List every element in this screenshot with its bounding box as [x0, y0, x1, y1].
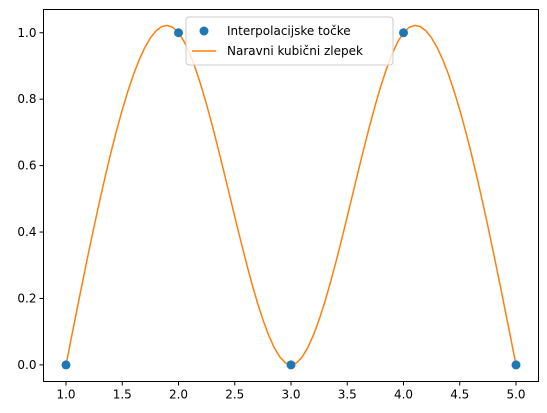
y-tick-label: 0.8 — [17, 92, 36, 106]
x-tick-label: 2.5 — [225, 388, 244, 402]
y-axis: 0.0 0.2 0.4 0.6 0.8 1.0 — [17, 26, 44, 372]
interpolation-point — [174, 28, 183, 38]
x-tick-label: 5.0 — [506, 388, 525, 402]
x-tick-label: 1.0 — [56, 388, 75, 402]
y-tick-label: 0.2 — [17, 291, 36, 305]
x-tick-label: 1.5 — [113, 388, 132, 402]
x-tick-label: 3.5 — [338, 388, 357, 402]
legend-label-points: Interpolacijske točke — [227, 24, 351, 38]
y-tick-label: 0.6 — [17, 159, 36, 173]
legend: Interpolacijske točke Naravni kubični zle… — [185, 16, 394, 66]
x-tick-label: 2.0 — [169, 388, 188, 402]
x-tick-label: 4.5 — [450, 388, 469, 402]
interpolation-point — [511, 360, 521, 370]
interpolation-point — [61, 360, 71, 370]
legend-label-line: Naravni kubični zlepek — [227, 44, 363, 58]
y-tick-label: 0.0 — [17, 358, 36, 372]
x-tick-label: 3.0 — [281, 388, 300, 402]
interpolation-point — [399, 28, 408, 38]
interpolation-point — [286, 360, 296, 370]
x-tick-label: 4.0 — [394, 388, 413, 402]
legend-marker-points — [199, 26, 209, 36]
legend-box — [185, 16, 394, 66]
y-tick-label: 0.4 — [17, 225, 36, 239]
y-tick-label: 1.0 — [17, 26, 36, 40]
plot-marks — [61, 24, 521, 370]
x-axis: 1.0 1.5 2.0 2.5 3.0 3.5 4.0 4.5 5.0 — [56, 381, 526, 402]
